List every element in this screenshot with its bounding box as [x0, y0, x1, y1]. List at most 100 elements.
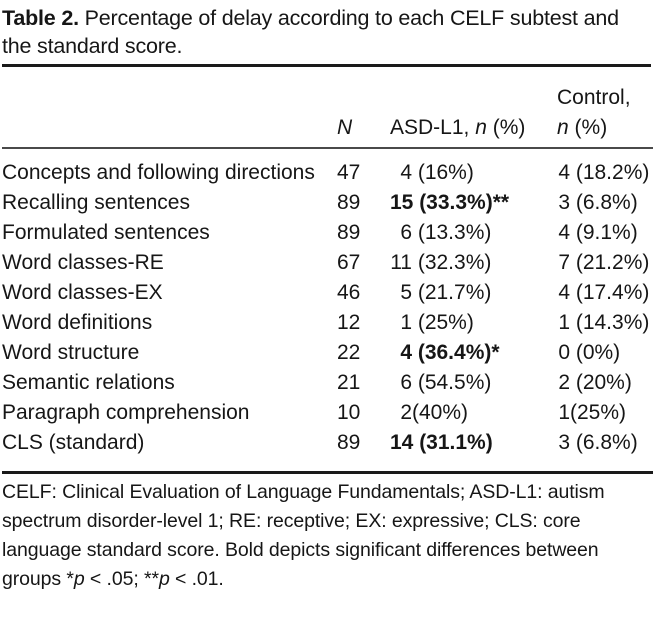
asd-percentage: (54.5%): [412, 371, 492, 394]
footnote-line4: groups *p < .05; **p < .01.: [2, 565, 651, 594]
header-cell-n: N: [337, 67, 390, 149]
celf-delay-table: N ASD-L1, n (%) Control, n (%) Concepts …: [2, 67, 653, 474]
subtest-label: Word structure: [2, 341, 140, 364]
subtest-label: Semantic relations: [2, 371, 175, 394]
cell-control-value: 4 (17.4%): [557, 278, 653, 308]
cell-n-value: 10: [337, 401, 361, 424]
cell-n-value: 21: [337, 371, 361, 394]
cell-asd-value: 6 (13.3%): [390, 218, 557, 248]
header-n-label: N: [337, 116, 353, 139]
cell-control-value: 7 (21.2%): [557, 248, 653, 278]
control-percentage: (25%): [570, 401, 627, 424]
footnote-line1: CELF: Clinical Evaluation of Language Fu…: [2, 481, 605, 503]
cell-subtest-label: CLS (standard): [2, 428, 337, 473]
cell-n-value: 12: [337, 311, 361, 334]
asd-percentage: (36.4%)*: [412, 341, 500, 364]
cell-subtest-label: Concepts and following directions: [2, 148, 337, 188]
cell-subtest-label: Word classes-EX: [2, 278, 337, 308]
header-asd-label: ASD-L1,: [390, 116, 476, 139]
table-row: Word classes-RE 67 11 (32.3%) 7 (21.2%): [2, 248, 653, 278]
asd-count: 6: [400, 371, 412, 394]
asd-count: 14: [390, 431, 414, 454]
subtest-label: Word definitions: [2, 311, 153, 334]
table-body: Concepts and following directions 47 4 (16…: [2, 148, 653, 473]
cell-asd-value: 1 (25%): [390, 308, 557, 338]
cell-subtest-label: Semantic relations: [2, 368, 337, 398]
subtest-label: Formulated sentences: [2, 221, 210, 244]
table-row: Semantic relations 21 6 (54.5%) 2 (20%): [2, 368, 653, 398]
cell-n-value: 67: [337, 251, 361, 274]
cell-control-value: 0 (0%): [557, 338, 653, 368]
cell-asd-value: 5 (21.7%): [390, 278, 557, 308]
table-row: Concepts and following directions 47 4 (16…: [2, 148, 653, 188]
table-row: Word structure 22 4 (36.4%)* 0 (0%): [2, 338, 653, 368]
control-count: 0: [558, 341, 570, 364]
cell-subtest-label: Word definitions: [2, 308, 337, 338]
asd-count: 6: [400, 221, 412, 244]
cell-subtest-label: Formulated sentences: [2, 218, 337, 248]
cell-control-value: 1 (14.3%): [557, 308, 653, 338]
cell-n-value: 89: [337, 431, 361, 454]
cell-n-value: 47: [337, 161, 361, 184]
cell-asd-value: 11 (32.3%): [390, 248, 557, 278]
footnote-sig-end: < .01.: [169, 568, 224, 590]
table-caption: Table 2. Percentage of delay according t…: [2, 4, 651, 60]
control-count: 4: [558, 161, 570, 184]
table-row: Recalling sentences 89 15 (33.3%)** 3 (6.8%…: [2, 188, 653, 218]
subtest-label: CLS (standard): [2, 431, 145, 454]
header-control-label: Control,: [557, 86, 631, 109]
subtest-label: Word classes-RE: [2, 251, 164, 274]
header-cell-asd: ASD-L1, n (%): [390, 67, 557, 149]
cell-control-value: 4 (9.1%): [557, 218, 653, 248]
asd-count: 5: [400, 281, 412, 304]
control-count: 4: [558, 281, 570, 304]
cell-control-value: 3 (6.8%): [557, 428, 653, 473]
cell-subtest-label: Word structure: [2, 338, 337, 368]
asd-percentage: (25%): [412, 311, 474, 334]
cell-asd-value: 6 (54.5%): [390, 368, 557, 398]
table-row: Paragraph comprehension 10 2(40%) 1(25%): [2, 398, 653, 428]
control-count: 1: [558, 401, 570, 424]
cell-subtest-label: Recalling sentences: [2, 188, 337, 218]
control-count: 2: [558, 371, 570, 394]
asd-percentage: (40%): [412, 401, 469, 424]
control-percentage: (20%): [570, 371, 632, 394]
control-percentage: (0%): [570, 341, 621, 364]
asd-count: 4: [400, 341, 412, 364]
control-count: 3: [558, 431, 570, 454]
header-cell-control: Control, n (%): [557, 67, 653, 149]
cell-asd-value: 14 (31.1%): [390, 428, 557, 473]
asd-percentage: (13.3%): [412, 221, 492, 244]
header-asd-n: n: [475, 116, 487, 139]
asd-count: 15: [390, 191, 414, 214]
header-control-suffix: (%): [568, 116, 608, 139]
subtest-label: Concepts and following directions: [2, 161, 315, 184]
control-count: 7: [558, 251, 570, 274]
control-count: 4: [558, 221, 570, 244]
cell-subtest-label: Word classes-RE: [2, 248, 337, 278]
control-percentage: (21.2%): [570, 251, 650, 274]
control-percentage: (14.3%): [570, 311, 650, 334]
header-asd-suffix: (%): [486, 116, 526, 139]
cell-control-value: 4 (18.2%): [557, 148, 653, 188]
control-count: 1: [558, 311, 570, 334]
subtest-label: Word classes-EX: [2, 281, 163, 304]
table-caption-text: Percentage of delay according to each CE…: [78, 6, 619, 30]
asd-count: 4: [400, 161, 412, 184]
cell-control-value: 3 (6.8%): [557, 188, 653, 218]
cell-n-value: 46: [337, 281, 361, 304]
cell-asd-value: 15 (33.3%)**: [390, 188, 557, 218]
cell-control-value: 1(25%): [557, 398, 653, 428]
subtest-label: Recalling sentences: [2, 191, 190, 214]
table-row: Word definitions 12 1 (25%) 1 (14.3%): [2, 308, 653, 338]
table-number-label: Table 2.: [2, 6, 79, 30]
cell-asd-value: 4 (16%): [390, 148, 557, 188]
asd-percentage: (33.3%)**: [413, 191, 510, 214]
asd-count: 11: [390, 251, 412, 274]
top-rule: [2, 64, 651, 67]
header-row: N ASD-L1, n (%) Control, n (%): [2, 67, 653, 149]
footnote-sig-prefix: groups *: [2, 568, 74, 590]
asd-percentage: (31.1%): [413, 431, 493, 454]
asd-count: 2: [400, 401, 412, 424]
